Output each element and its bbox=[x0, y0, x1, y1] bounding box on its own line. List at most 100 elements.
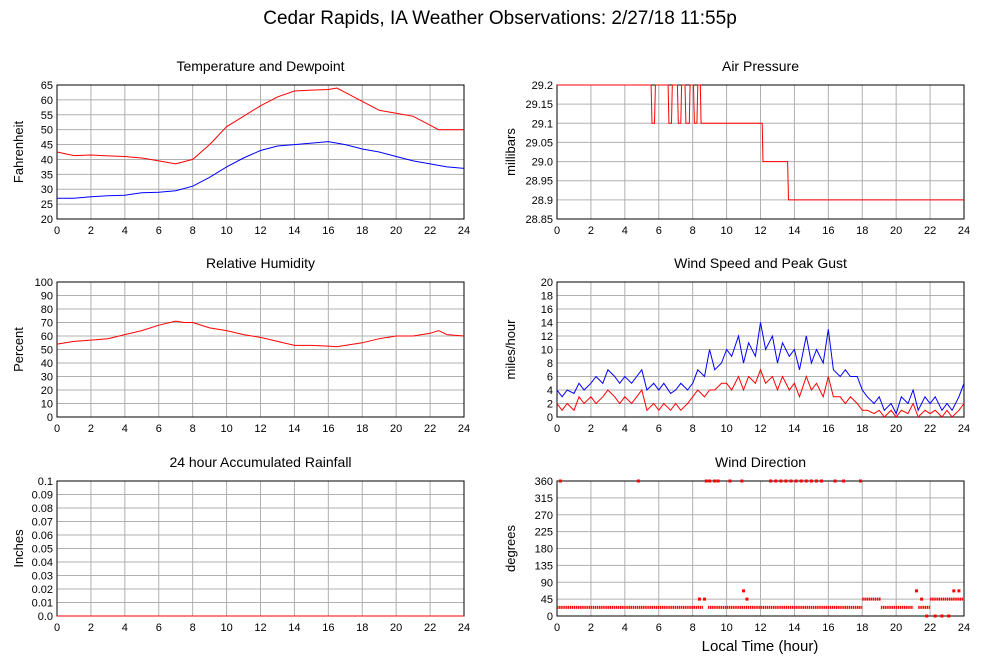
y-tick-label: 12 bbox=[541, 331, 553, 343]
direction-point bbox=[703, 597, 707, 601]
x-tick-label: 22 bbox=[924, 423, 936, 435]
y-tick-label: 135 bbox=[535, 560, 553, 572]
direction-point bbox=[636, 479, 640, 483]
direction-point bbox=[769, 479, 773, 483]
y-tick-label: 40 bbox=[41, 358, 53, 370]
y-tick-label: 0 bbox=[547, 611, 553, 623]
y-tick-label: 4 bbox=[547, 385, 553, 397]
x-tick-label: 18 bbox=[356, 622, 368, 634]
page-title: Cedar Rapids, IA Weather Observations: 2… bbox=[263, 8, 737, 29]
x-tick-label: 10 bbox=[220, 423, 232, 435]
direction-point bbox=[915, 589, 919, 593]
chart-title: 24 hour Accumulated Rainfall bbox=[169, 454, 351, 470]
y-tick-label: 20 bbox=[541, 277, 553, 289]
y-tick-label: 2 bbox=[547, 399, 553, 411]
y-tick-label: 90 bbox=[41, 291, 53, 303]
x-tick-label: 8 bbox=[190, 225, 196, 237]
x-tick-label: 4 bbox=[122, 423, 128, 435]
direction-point bbox=[833, 479, 837, 483]
y-tick-label: 225 bbox=[535, 527, 553, 539]
y-tick-label: 29.0 bbox=[532, 157, 553, 169]
direction-point bbox=[742, 589, 746, 593]
x-tick-label: 16 bbox=[322, 225, 334, 237]
y-tick-label: 6 bbox=[547, 372, 553, 384]
y-tick-label: 10 bbox=[541, 345, 553, 357]
x-tick-label: 12 bbox=[254, 423, 266, 435]
y-axis-label: millibars bbox=[503, 128, 518, 176]
x-tick-label: 14 bbox=[788, 423, 800, 435]
series-line-blue bbox=[57, 141, 465, 199]
y-tick-label: 0.03 bbox=[32, 571, 53, 583]
x-tick-label: 18 bbox=[356, 423, 368, 435]
direction-point bbox=[740, 479, 744, 483]
direction-point bbox=[920, 597, 924, 601]
x-tick-label: 20 bbox=[390, 622, 402, 634]
x-tick-label: 12 bbox=[254, 622, 266, 634]
x-tick-label: 8 bbox=[690, 423, 696, 435]
x-tick-label: 10 bbox=[720, 622, 732, 634]
x-tick-label: 10 bbox=[220, 622, 232, 634]
x-tick-label: 0 bbox=[54, 423, 60, 435]
x-tick-label: 22 bbox=[424, 423, 436, 435]
x-tick-label: 4 bbox=[122, 225, 128, 237]
plot-frame bbox=[56, 281, 465, 418]
y-tick-label: 20 bbox=[41, 214, 53, 226]
y-axis-label: Inches bbox=[11, 529, 26, 568]
y-tick-label: 70 bbox=[41, 318, 53, 330]
x-tick-label: 16 bbox=[822, 423, 834, 435]
y-axis-label: Percent bbox=[11, 327, 26, 372]
x-tick-label: 6 bbox=[156, 225, 162, 237]
x-tick-label: 24 bbox=[458, 622, 470, 634]
x-tick-label: 8 bbox=[190, 622, 196, 634]
y-tick-label: 25 bbox=[41, 199, 53, 211]
x-tick-label: 0 bbox=[54, 622, 60, 634]
series-line-red bbox=[56, 320, 465, 348]
y-tick-label: 45 bbox=[41, 140, 53, 152]
x-tick-label: 22 bbox=[424, 225, 436, 237]
y-tick-label: 16 bbox=[541, 304, 553, 316]
x-tick-label: 14 bbox=[288, 622, 300, 634]
x-tick-label: 0 bbox=[554, 622, 560, 634]
y-tick-label: 29.2 bbox=[532, 80, 553, 92]
y-tick-label: 0.02 bbox=[32, 584, 53, 596]
x-tick-label: 20 bbox=[890, 622, 902, 634]
x-tick-label: 10 bbox=[720, 423, 732, 435]
x-tick-label: 18 bbox=[856, 622, 868, 634]
y-tick-label: 29.05 bbox=[525, 137, 553, 149]
y-tick-label: 40 bbox=[41, 154, 53, 166]
plot-frame bbox=[556, 84, 965, 220]
y-axis-label: miles/hour bbox=[503, 319, 518, 380]
x-tick-label: 4 bbox=[622, 225, 628, 237]
direction-point bbox=[933, 614, 937, 618]
y-tick-label: 100 bbox=[35, 277, 53, 289]
y-tick-label: 45 bbox=[541, 594, 553, 606]
x-tick-label: 20 bbox=[390, 423, 402, 435]
x-tick-label: 12 bbox=[754, 423, 766, 435]
x-tick-label: 14 bbox=[788, 622, 800, 634]
y-tick-label: 0.04 bbox=[32, 557, 53, 569]
x-tick-label: 18 bbox=[856, 423, 868, 435]
x-tick-label: 20 bbox=[890, 225, 902, 237]
direction-point bbox=[774, 479, 778, 483]
chart-title: Temperature and Dewpoint bbox=[176, 58, 344, 74]
y-axis-label: degrees bbox=[503, 525, 518, 572]
x-tick-label: 2 bbox=[88, 423, 94, 435]
x-tick-label: 16 bbox=[822, 622, 834, 634]
y-tick-label: 0.08 bbox=[32, 503, 53, 515]
y-tick-label: 14 bbox=[541, 318, 553, 330]
plot-frame bbox=[556, 480, 965, 617]
y-tick-label: 60 bbox=[41, 95, 53, 107]
y-tick-label: 0.05 bbox=[32, 544, 53, 556]
x-tick-label: 8 bbox=[190, 423, 196, 435]
direction-point bbox=[947, 614, 951, 618]
x-tick-label: 2 bbox=[588, 423, 594, 435]
x-tick-label: 6 bbox=[656, 225, 662, 237]
x-tick-label: 4 bbox=[122, 622, 128, 634]
direction-point bbox=[809, 479, 813, 483]
x-tick-label: 6 bbox=[656, 423, 662, 435]
direction-point bbox=[716, 479, 720, 483]
series-line-red bbox=[56, 87, 464, 165]
